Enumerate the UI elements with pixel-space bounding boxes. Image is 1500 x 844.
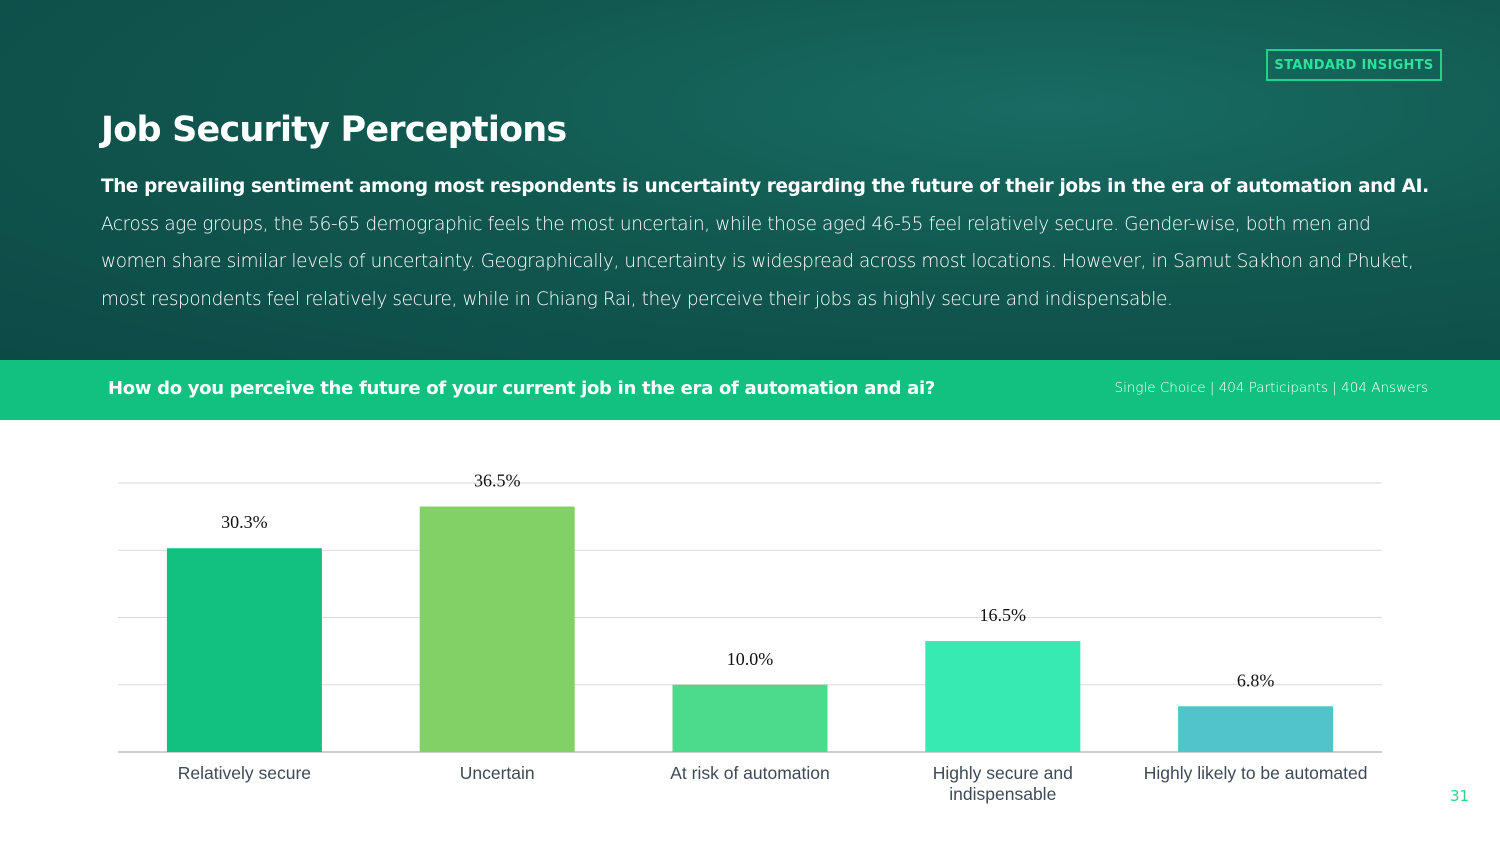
bar-3 (925, 641, 1081, 752)
bar-2 (672, 684, 828, 752)
question-text: How do you perceive the future of your c… (108, 378, 936, 399)
category-label-2: At risk of automation (670, 763, 830, 783)
header-banner: STANDARD INSIGHTS Job Security Perceptio… (0, 0, 1500, 360)
summary-text: The prevailing sentiment among most resp… (101, 168, 1431, 319)
category-label-1: Uncertain (460, 763, 535, 783)
data-label-1: 36.5% (474, 471, 521, 491)
category-label-3: Highly secure and indispensable (933, 763, 1073, 804)
bar-4 (1178, 706, 1334, 752)
bar-1 (419, 506, 575, 752)
bar-0 (166, 548, 322, 752)
category-label-0: Relatively secure (178, 763, 311, 783)
summary-rest: Across age groups, the 56-65 demographic… (101, 213, 1414, 311)
data-label-4: 6.8% (1237, 670, 1275, 690)
data-label-2: 10.0% (727, 649, 774, 669)
category-label-4: Highly likely to be automated (1144, 763, 1368, 783)
question-bar: How do you perceive the future of your c… (0, 360, 1500, 420)
question-meta: Single Choice | 404 Participants | 404 A… (1114, 380, 1428, 396)
page-title: Job Security Perceptions (101, 110, 567, 150)
data-label-3: 16.5% (980, 605, 1027, 625)
page-number: 31 (1450, 787, 1470, 805)
bar-chart: 30.3% Relatively secure 36.5% Uncertain 10.0… (118, 471, 1382, 804)
summary-bold: The prevailing sentiment among most resp… (101, 176, 1429, 197)
data-label-0: 30.3% (221, 512, 268, 532)
standard-insights-badge: STANDARD INSIGHTS (1266, 49, 1442, 81)
